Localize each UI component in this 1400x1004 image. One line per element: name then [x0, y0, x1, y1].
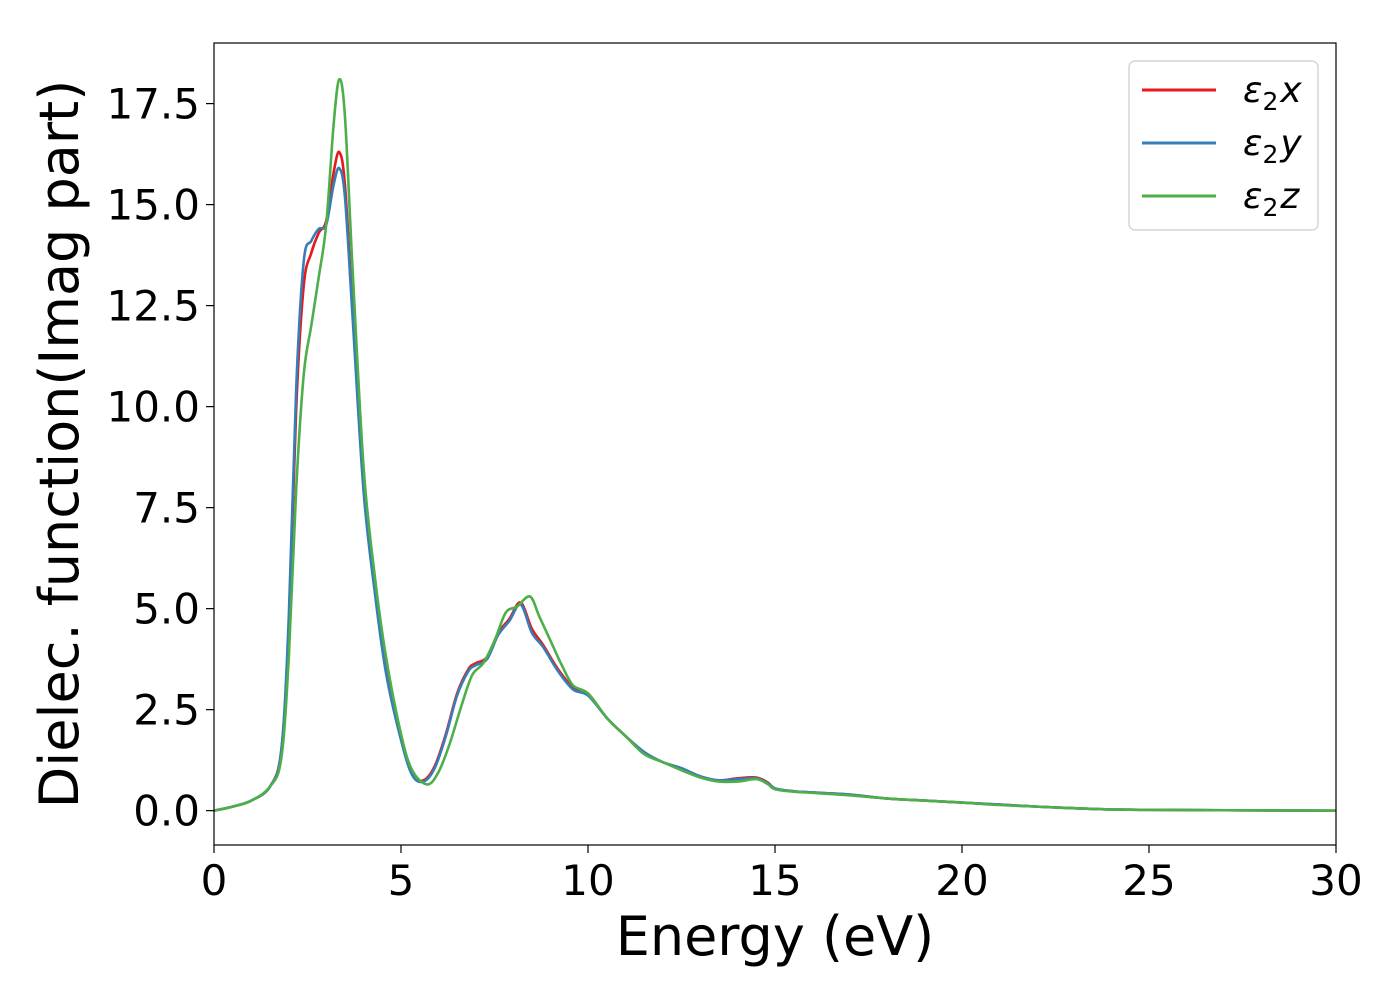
y-axis-label: Dielec. function(Imag part): [28, 80, 91, 809]
y-tick-label: 12.5: [106, 282, 200, 331]
x-tick-label: 10: [561, 856, 614, 905]
y-tick-label: 0.0: [133, 787, 200, 836]
legend-box: [1128, 60, 1319, 231]
legend-label-y: ε2y: [1243, 123, 1302, 169]
legend-label-z: ε2z: [1243, 176, 1300, 222]
y-tick-label: 5.0: [133, 585, 200, 634]
x-tick-label: 0: [201, 856, 228, 905]
y-axis-ticks: 0.0 2.5 5.0 7.5 10.0 12.5 15.0 17.5: [106, 80, 214, 836]
x-tick-label: 5: [388, 856, 415, 905]
series-line-y: [214, 166, 1336, 812]
series-line-z: [214, 77, 1336, 812]
x-axis-label: Energy (eV): [616, 905, 935, 968]
x-tick-label: 25: [1122, 856, 1175, 905]
x-tick-label: 15: [748, 856, 801, 905]
x-tick-label: 20: [935, 856, 988, 905]
y-tick-label: 10.0: [106, 383, 200, 432]
series-layer: [214, 77, 1336, 812]
y-tick-label: 2.5: [133, 686, 200, 735]
x-tick-label: 30: [1309, 856, 1362, 905]
y-tick-label: 15.0: [106, 181, 200, 230]
legend-label-x: ε2x: [1243, 70, 1302, 116]
y-tick-label: 17.5: [106, 80, 200, 129]
legend: ε2x ε2y ε2z: [1128, 60, 1319, 231]
y-tick-label: 7.5: [133, 484, 200, 533]
x-axis-ticks: 0 5 10 15 20 25 30: [201, 845, 1363, 905]
series-line-x: [214, 150, 1336, 812]
